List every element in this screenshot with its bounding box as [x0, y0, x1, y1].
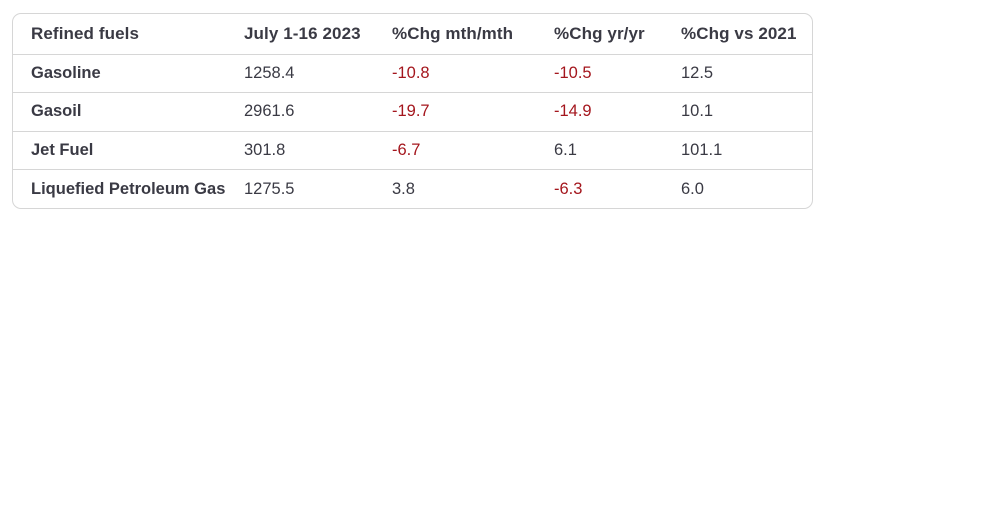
column-header-chg-yr: %Chg yr/yr [554, 23, 645, 43]
cell-value: 3.8 [392, 169, 554, 208]
cell-value: 101.1 [681, 130, 812, 170]
row-label: Jet Fuel [13, 130, 244, 170]
cell-value: 1258.4 [244, 53, 392, 93]
table-header-row: Refined fuels July 1-16 2023 %Chg mth/mt… [13, 14, 812, 54]
cell-value: -6.3 [554, 169, 681, 208]
table-row: Gasoil 2961.6 -19.7 -14.9 10.1 [13, 92, 812, 131]
cell-value: 10.1 [681, 92, 812, 131]
row-label: Gasoil [13, 92, 244, 131]
cell-value: 12.5 [681, 53, 812, 93]
row-label: Liquefied Petroleum Gas [13, 169, 244, 208]
row-label: Gasoline [13, 53, 244, 93]
column-header-refined-fuels: Refined fuels [31, 23, 140, 43]
cell-value: 6.1 [554, 130, 681, 170]
column-header-chg-mth: %Chg mth/mth [392, 23, 514, 43]
table-row: Jet Fuel 301.8 -6.7 6.1 101.1 [13, 130, 812, 170]
column-header-period: July 1-16 2023 [244, 23, 361, 43]
table-row: Liquefied Petroleum Gas 1275.5 3.8 -6.3 … [13, 169, 812, 208]
refined-fuels-table-card: Refined fuels July 1-16 2023 %Chg mth/mt… [12, 13, 813, 209]
cell-value: -14.9 [554, 92, 681, 131]
column-header-chg-vs-2021: %Chg vs 2021 [681, 23, 797, 43]
cell-value: 1275.5 [244, 169, 392, 208]
cell-value: -19.7 [392, 92, 554, 131]
cell-value: 6.0 [681, 169, 812, 208]
cell-value: -10.5 [554, 53, 681, 93]
cell-value: -6.7 [392, 130, 554, 170]
table-row: Gasoline 1258.4 -10.8 -10.5 12.5 [13, 53, 812, 93]
cell-value: 301.8 [244, 130, 392, 170]
cell-value: 2961.6 [244, 92, 392, 131]
refined-fuels-table: Refined fuels July 1-16 2023 %Chg mth/mt… [13, 14, 812, 208]
cell-value: -10.8 [392, 53, 554, 93]
